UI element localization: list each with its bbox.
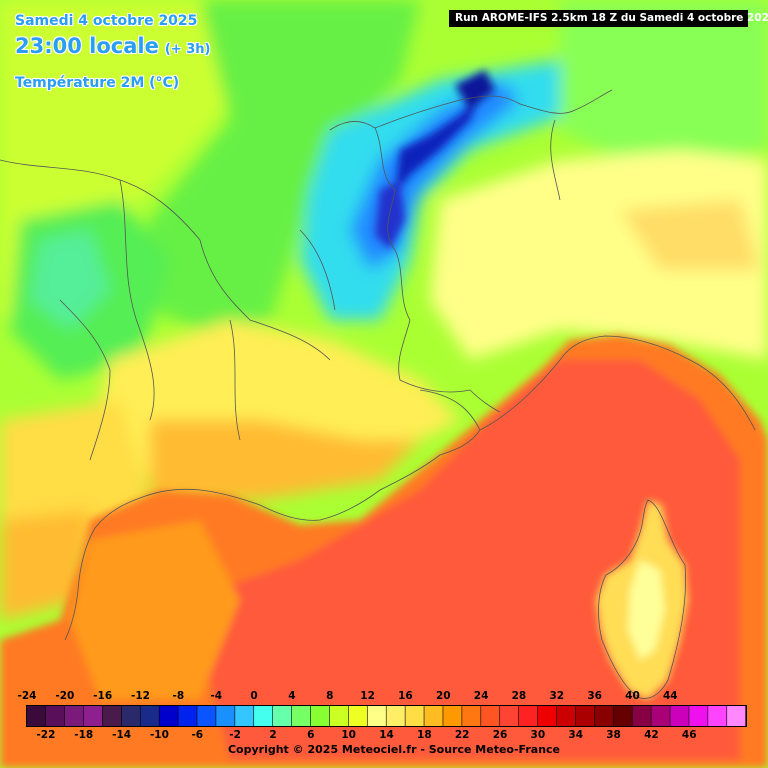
country-borders	[0, 89, 756, 699]
legend-swatch	[500, 706, 519, 726]
legend-swatch	[291, 706, 311, 726]
legend-tick-top: 12	[360, 690, 375, 702]
legend-swatch	[64, 706, 84, 726]
legend-swatch	[83, 706, 103, 726]
legend-swatch	[159, 706, 178, 726]
legend-tick-top: -16	[93, 690, 113, 702]
legend-swatch	[254, 706, 273, 726]
legend-swatch	[386, 706, 405, 726]
legend-tick-bottom: 10	[341, 729, 356, 741]
legend-tick-top: -12	[131, 690, 151, 702]
legend-tick-top: 20	[435, 690, 451, 702]
legend-tick-bottom: 6	[307, 729, 315, 741]
legend-tick-bottom: 26	[492, 729, 508, 741]
copyright-text: Copyright © 2025 Meteociel.fr - Source M…	[227, 743, 561, 756]
legend-swatch	[27, 706, 46, 726]
legend-tick-bottom: 38	[606, 729, 621, 741]
legend-swatch	[102, 706, 121, 726]
forecast-date: Samedi 4 octobre 2025	[15, 13, 198, 29]
legend-swatch	[140, 706, 159, 726]
legend-tick-bottom: 34	[568, 729, 584, 741]
legend-tick-bottom: -6	[191, 729, 204, 741]
legend-tick-top: 44	[663, 690, 678, 702]
legend-swatch	[235, 706, 254, 726]
legend-tick-bottom: -14	[112, 729, 132, 741]
legend-tick-top: -20	[55, 690, 75, 702]
legend-swatch	[481, 706, 500, 726]
legend-swatch	[310, 706, 330, 726]
legend-swatch	[272, 706, 292, 726]
legend-tick-bottom: 22	[454, 729, 470, 741]
legend-tick-bottom: 46	[681, 729, 697, 741]
alps-peaks	[395, 95, 480, 195]
legend-tick-top: -24	[17, 690, 37, 702]
lion-gulf-orange	[70, 520, 240, 700]
legend-swatch	[45, 706, 65, 726]
legend-swatch	[613, 706, 632, 726]
legend-swatch	[518, 706, 538, 726]
legend-swatch	[575, 706, 595, 726]
provence-orange	[150, 420, 420, 500]
legend-tick-bottom: 18	[417, 729, 432, 741]
po-plain	[430, 150, 768, 360]
legend-swatch	[216, 706, 235, 726]
mont-blanc	[455, 70, 495, 110]
legend-tick-bottom: -10	[149, 729, 169, 741]
legend-tick-top: -8	[172, 690, 185, 702]
legend-swatch	[462, 706, 481, 726]
legend-tick-top: 40	[625, 690, 640, 702]
central-green	[130, 0, 420, 330]
legend-swatch	[197, 706, 216, 726]
legend-tick-top: 36	[587, 690, 602, 702]
variable-title: Température 2M (°C)	[15, 75, 180, 91]
legend-tick-top: -4	[210, 690, 223, 702]
legend-tick-top: 4	[288, 690, 296, 702]
legend-swatch	[708, 706, 727, 726]
legend-swatch	[651, 706, 670, 726]
sea-warm-core	[190, 360, 740, 760]
legend-swatch	[367, 706, 386, 726]
legend-swatch	[689, 706, 708, 726]
legend-tick-top: 0	[250, 690, 258, 702]
legend-tick-bottom: -22	[36, 729, 56, 741]
legend-tick-bottom: 2	[269, 729, 277, 741]
northeast-green	[560, 0, 768, 170]
massif-mint	[30, 230, 110, 330]
legend-tick-bottom: 14	[379, 729, 394, 741]
legend-swatch	[178, 706, 197, 726]
legend-swatch	[329, 706, 349, 726]
legend-swatch	[594, 706, 613, 726]
legend-swatch	[556, 706, 576, 726]
legend-swatch	[670, 706, 689, 726]
legend-swatch	[443, 706, 462, 726]
legend-swatch	[405, 706, 424, 726]
legend-swatch	[727, 706, 746, 726]
model-run-label: Run AROME-IFS 2.5km 18 Z du Samedi 4 oct…	[449, 10, 768, 27]
legend-swatch	[537, 706, 557, 726]
forecast-time: 23:00 locale	[15, 34, 159, 58]
alps-peaks-2	[375, 180, 405, 250]
legend-tick-top: 16	[398, 690, 413, 702]
corsica-mountains	[628, 560, 665, 660]
legend-tick-top: 24	[473, 690, 489, 702]
legend-tick-bottom: 42	[644, 729, 659, 741]
legend-tick-bottom: -18	[74, 729, 94, 741]
legend-tick-top: 32	[549, 690, 565, 702]
legend-tick-bottom: 30	[530, 729, 546, 741]
legend-swatch	[121, 706, 140, 726]
lead-time: (+ 3h)	[164, 42, 211, 57]
languedoc-orange	[0, 510, 90, 620]
legend-tick-top: 28	[511, 690, 527, 702]
legend-swatch	[424, 706, 443, 726]
legend-swatch	[632, 706, 651, 726]
legend-swatch	[348, 706, 367, 726]
po-plain-orange	[620, 200, 760, 270]
legend-tick-bottom: -2	[229, 729, 241, 741]
forecast-time-line: 23:00 locale (+ 3h)	[15, 34, 210, 58]
legend-tick-top: 8	[326, 690, 334, 702]
